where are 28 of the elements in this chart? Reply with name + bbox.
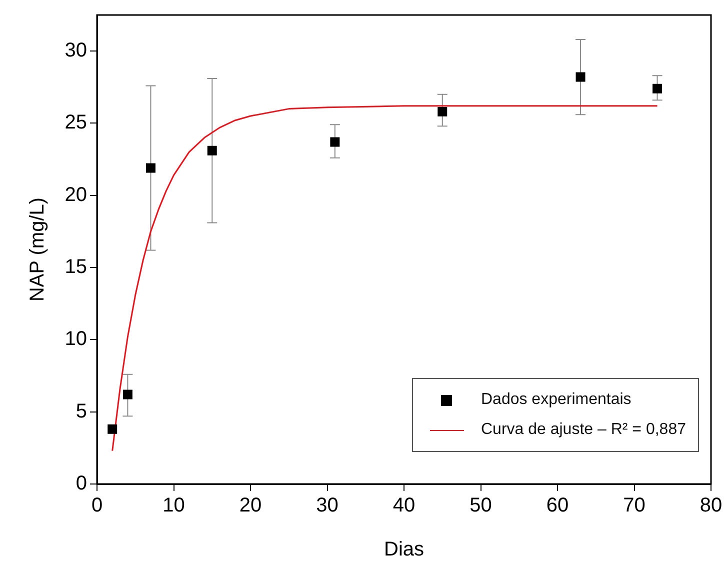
point [330, 137, 340, 147]
x-tick-label: 80 [700, 494, 722, 517]
x-tick-label: 40 [392, 494, 416, 517]
point [576, 72, 586, 82]
y-tick-label: 30 [64, 40, 87, 62]
legend-label: Curva de ajuste – R² = 0,887 [480, 421, 686, 439]
y-tick-label: 15 [64, 256, 87, 278]
y-tick-label: 5 [76, 400, 87, 422]
x-tick-label: 0 [91, 494, 103, 517]
x-tick-label: 50 [470, 494, 492, 517]
x-tick-label: 20 [239, 494, 262, 517]
legend-label: Dados experimentais [480, 391, 632, 409]
point [122, 390, 132, 400]
y-tick-label: 25 [64, 112, 87, 134]
point [652, 84, 662, 94]
y-tick-label: 10 [64, 328, 87, 350]
x-tick-label: 70 [623, 494, 646, 517]
point [438, 106, 448, 116]
x-tick-label: 30 [316, 494, 338, 517]
point [146, 163, 156, 173]
point [207, 146, 217, 156]
x-tick-label: 60 [546, 494, 569, 517]
y-tick-label: 20 [64, 184, 87, 206]
x-tick-label: 10 [162, 494, 185, 517]
point [108, 424, 118, 434]
x-axis-title: Dias [384, 538, 424, 561]
y-tick-label: 0 [76, 472, 87, 495]
y-axis-title: NAP (mg/L) [26, 197, 49, 302]
